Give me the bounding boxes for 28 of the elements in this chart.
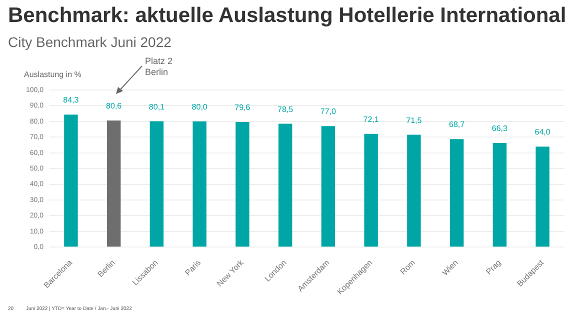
data-label: 77,0 <box>320 107 337 116</box>
bar <box>278 124 292 247</box>
text: Platz 2 Berlin <box>145 56 173 78</box>
data-label: 72,1 <box>363 114 380 124</box>
data-label: 84,3 <box>63 96 80 105</box>
bar <box>407 134 421 247</box>
y-axis-title: Auslastung in % <box>24 70 82 79</box>
chart-subtitle: City Benchmark Juni 2022 <box>8 34 172 50</box>
data-label: 78,5 <box>278 104 294 114</box>
bar <box>492 142 507 247</box>
bar <box>364 134 378 247</box>
bar <box>536 146 550 247</box>
bar <box>321 126 336 247</box>
data-label: 80,0 <box>192 102 208 112</box>
data-label: 80,1 <box>148 102 166 112</box>
bar <box>64 114 78 247</box>
bar <box>150 121 164 247</box>
bar <box>450 139 464 247</box>
chart-title: Benchmark: aktuelle Auslastung Hotellerie International <box>8 4 566 28</box>
bar <box>106 120 121 247</box>
data-label: 66,3 <box>492 124 508 133</box>
bar <box>192 121 206 247</box>
data-label: 71,5 <box>406 116 422 125</box>
data-label: 80,6 <box>106 101 122 110</box>
data-label: 64,0 <box>534 128 551 137</box>
data-label: 79,6 <box>234 103 251 112</box>
bar <box>236 122 250 247</box>
data-label: 68,7 <box>449 120 466 130</box>
